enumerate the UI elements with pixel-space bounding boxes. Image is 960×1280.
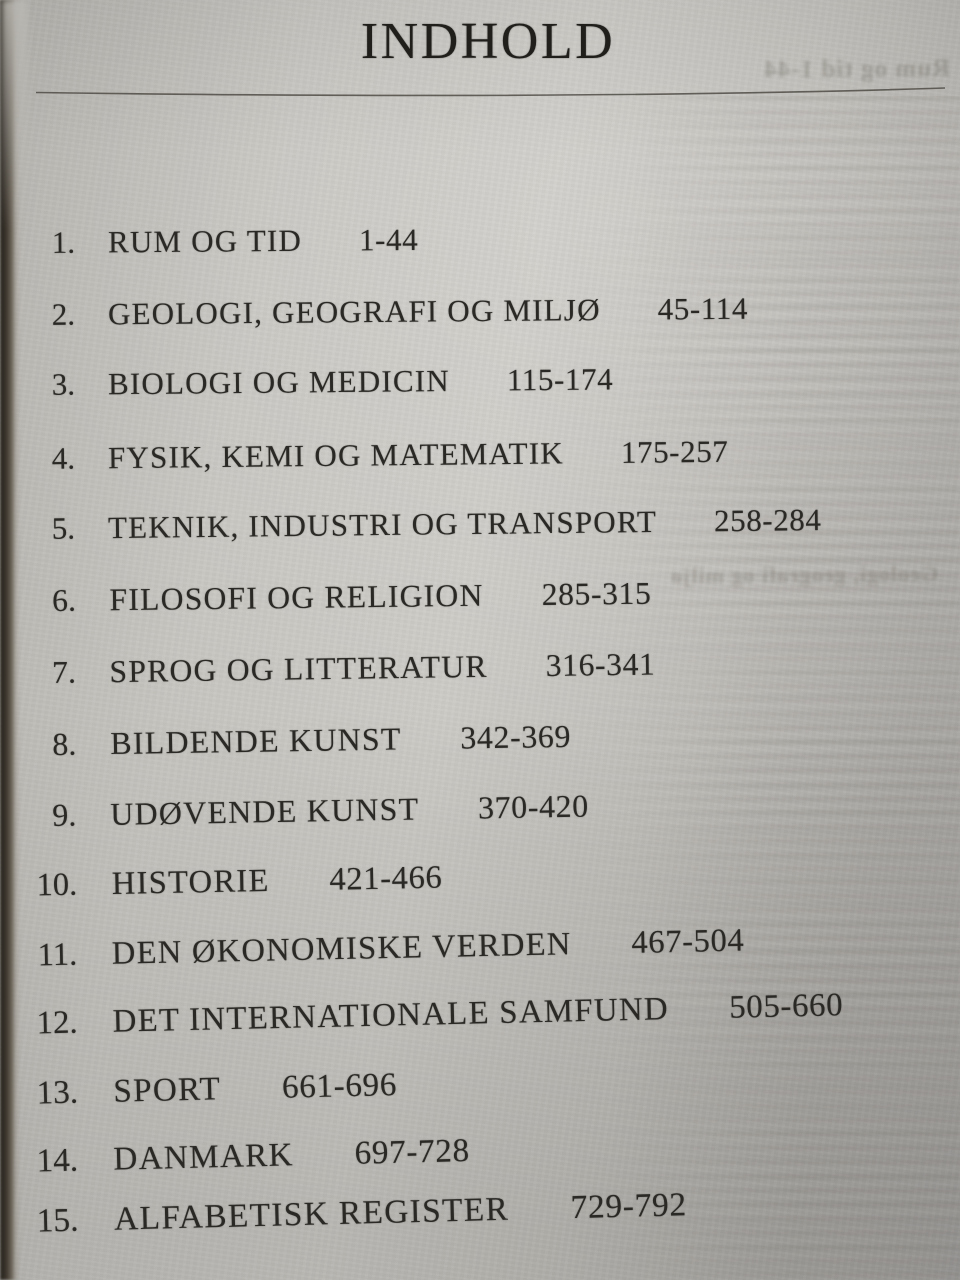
toc-item: 6. FILOSOFI OG RELIGION 285-315: [31, 575, 652, 619]
toc-item-label: RUM OG TID: [107, 222, 303, 260]
toc-item-pages: 45-114: [657, 290, 749, 327]
toc-item-pages: 285-315: [541, 575, 652, 613]
toc-item-number: 3.: [51, 366, 76, 402]
toc-item: 1. RUM OG TID 1-44: [31, 222, 419, 261]
toc-item-label: SPROG OG LITTERATUR: [109, 648, 488, 690]
toc-item-pages: 115-174: [506, 361, 614, 398]
toc-item-pages: 729-792: [570, 1184, 688, 1226]
toc-item: 14. DANMARK 697-728: [31, 1131, 471, 1180]
toc-item: 4. FYSIK, KEMI OG MATEMATIK 175-257: [31, 434, 729, 477]
toc-item-pages: 697-728: [354, 1131, 471, 1172]
toc-item-label: UDØVENDE KUNST: [109, 790, 420, 833]
toc-item: 8. BILDENDE KUNST 342-369: [31, 718, 572, 764]
showthrough-text-column: [630, 96, 960, 1280]
toc-item-number: 13.: [36, 1072, 79, 1112]
toc-item-label: BIOLOGI OG MEDICIN: [107, 362, 451, 402]
toc-item-pages: 342-369: [460, 717, 572, 756]
toc-item-label: SPORT: [112, 1069, 222, 1110]
toc-item-number: 10.: [36, 865, 78, 903]
toc-item-number: 8.: [52, 725, 77, 763]
title-rule: [35, 87, 946, 97]
book-edge-highlight: [2, 0, 28, 230]
toc-item-pages: 316-341: [545, 645, 656, 684]
toc-item: 3. BIOLOGI OG MEDICIN 115-174: [31, 361, 614, 403]
toc-item-label: TEKNIK, INDUSTRI OG TRANSPORT: [107, 503, 658, 546]
toc-item-number: 12.: [36, 1002, 79, 1041]
toc-item-number: 11.: [37, 935, 78, 973]
toc-item: 2. GEOLOGI, GEOGRAFI OG MILJØ 45-114: [31, 290, 749, 333]
toc-item-pages: 370-420: [477, 787, 590, 826]
toc-item-number: 5.: [51, 510, 76, 546]
toc-item-number: 7.: [51, 654, 77, 691]
toc-item-label: HISTORIE: [111, 861, 270, 902]
toc-item-number: 6.: [51, 582, 77, 619]
page-title: INDHOLD: [360, 13, 616, 70]
toc-item-label: BILDENDE KUNST: [110, 720, 402, 762]
toc-item-label: ALFABETISK REGISTER: [113, 1189, 510, 1238]
toc-item: 13. SPORT 661-696: [31, 1065, 398, 1112]
toc-item-pages: 467-504: [631, 921, 745, 961]
toc-item-number: 1.: [51, 224, 76, 260]
toc-item-number: 4.: [51, 440, 76, 476]
toc-item-label: FYSIK, KEMI OG MATEMATIK: [107, 435, 565, 476]
toc-item-pages: 1-44: [358, 221, 419, 258]
toc-item-label: DANMARK: [112, 1135, 295, 1178]
toc-item-number: 14.: [36, 1140, 79, 1180]
toc-item-number: 2.: [51, 296, 76, 332]
toc-item-pages: 175-257: [620, 433, 729, 470]
toc-item-number: 9.: [52, 796, 77, 834]
toc-item-pages: 421-466: [329, 858, 443, 898]
toc-item: 9. UDØVENDE KUNST 370-420: [31, 788, 589, 835]
toc-item-pages: 505-660: [728, 985, 844, 1026]
toc-item-pages: 661-696: [281, 1065, 398, 1106]
toc-item-label: DEN ØKONOMISKE VERDEN: [111, 924, 572, 972]
toc-item: 10. HISTORIE 421-466: [31, 858, 443, 904]
toc-item-label: GEOLOGI, GEOGRAFI OG MILJØ: [107, 292, 601, 332]
toc-item-label: FILOSOFI OG RELIGION: [109, 577, 484, 618]
book-edge-shadow: [0, 0, 20, 1280]
showthrough-text-band: [560, 228, 960, 1268]
toc-item-pages: 258-284: [713, 502, 822, 539]
toc-item-number: 15.: [36, 1200, 79, 1240]
